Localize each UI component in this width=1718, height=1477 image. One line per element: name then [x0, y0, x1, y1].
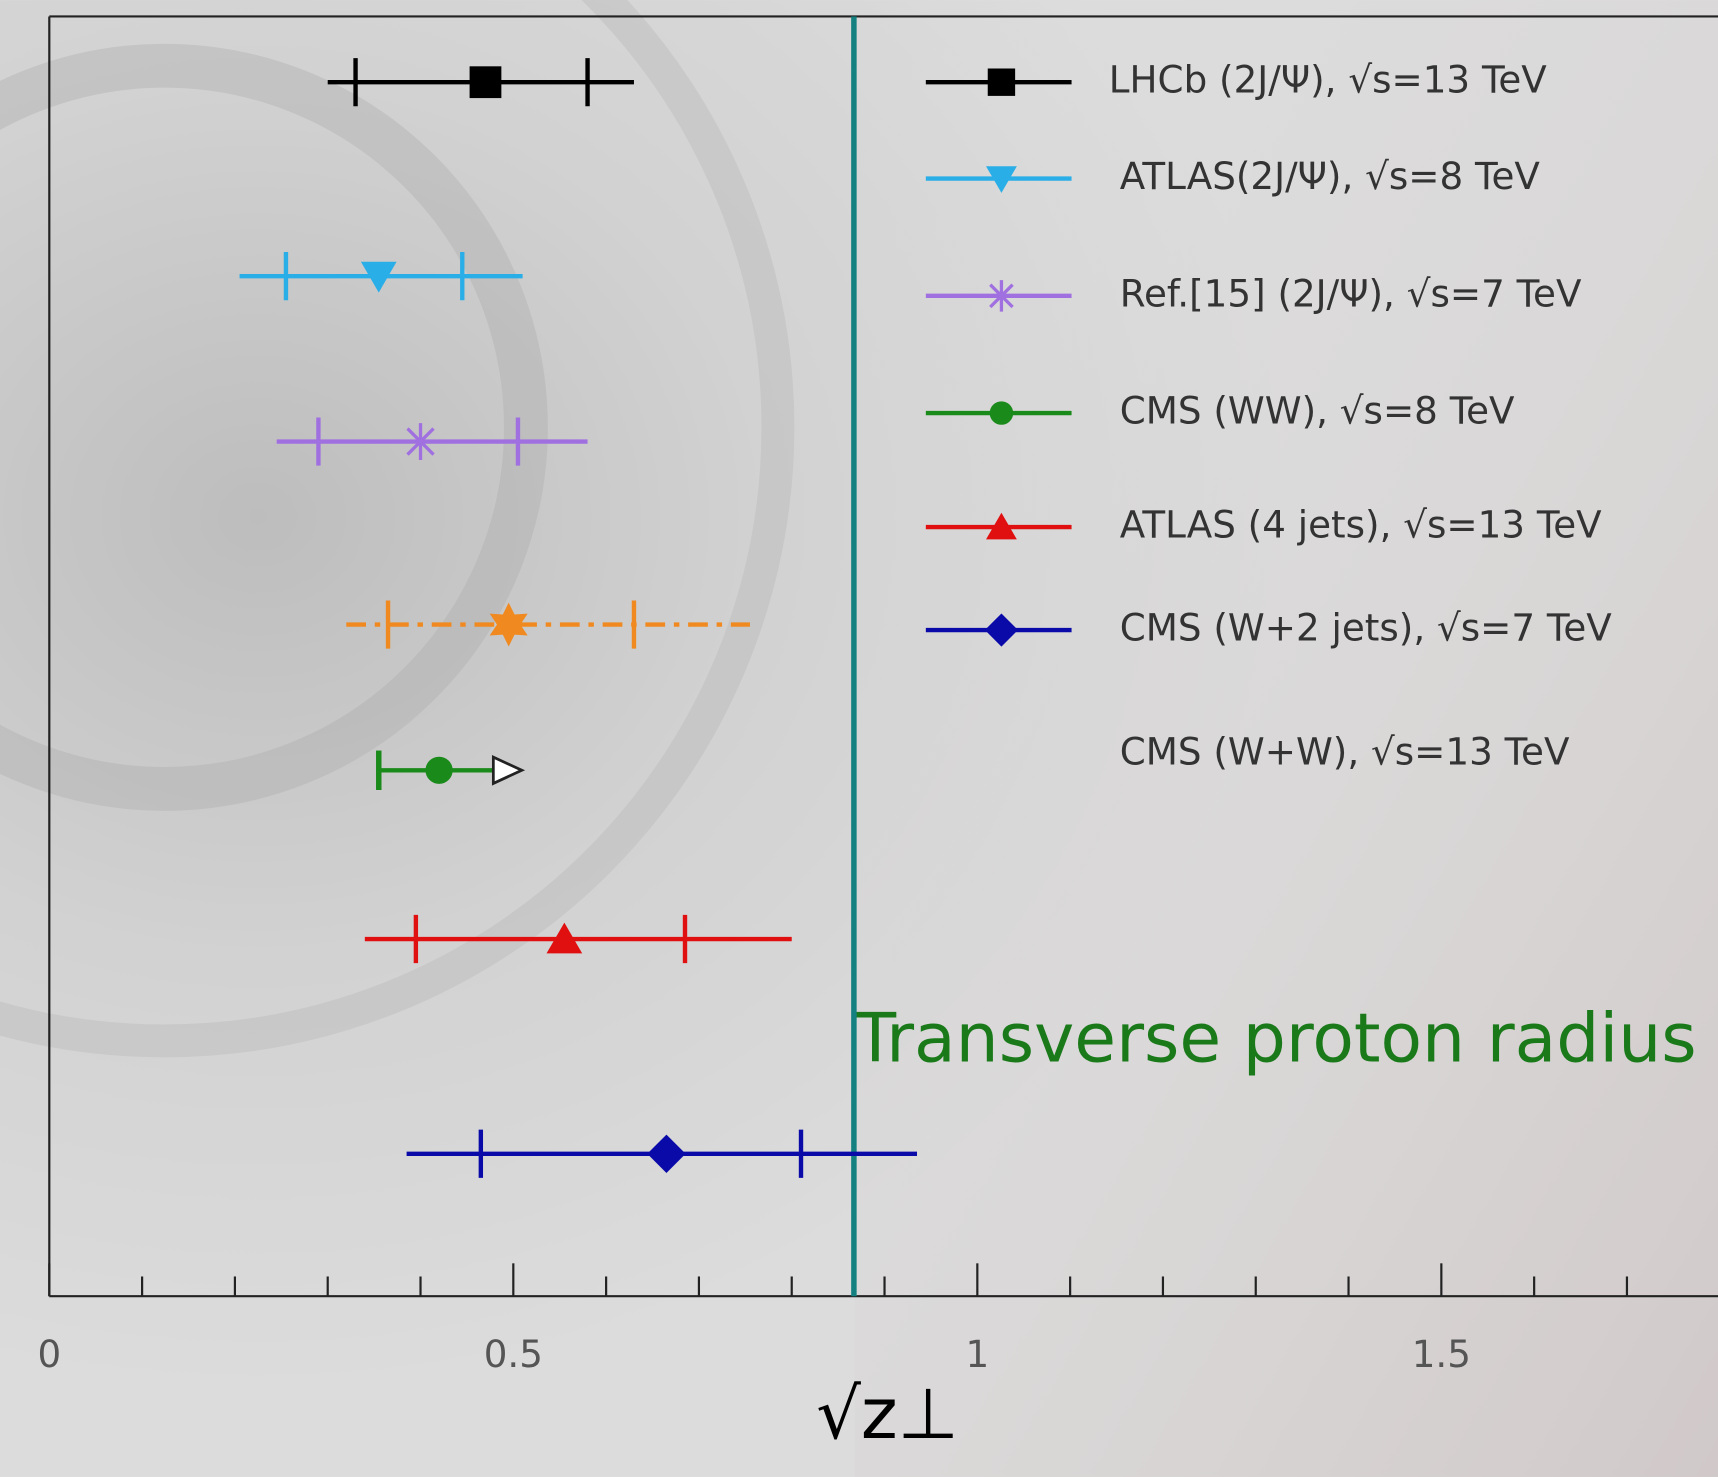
marker [647, 1134, 686, 1173]
x-tick-label: 1 [965, 1332, 989, 1376]
legend-label: Ref.[15] (2J/Ψ), √s=7 TeV [1120, 271, 1582, 315]
legend-marker [986, 512, 1017, 540]
marker [469, 66, 502, 99]
legend-marker [986, 166, 1017, 193]
background-ring [0, 0, 795, 1058]
x-tick-label: 0 [37, 1332, 61, 1376]
legend-marker [989, 401, 1014, 425]
legend-label: LHCb (2J/Ψ), √s=13 TeV [1109, 58, 1547, 102]
marker [402, 423, 439, 460]
background-ring [0, 43, 548, 811]
marker [425, 756, 453, 784]
legend-label: CMS (WW), √s=8 TeV [1120, 389, 1515, 433]
marker [489, 602, 528, 647]
legend-marker [985, 280, 1018, 312]
legend-marker [984, 613, 1018, 647]
x-axis-label: √z⊥ [816, 1373, 959, 1455]
legend-label: ATLAS (4 jets), √s=13 TeV [1120, 503, 1602, 547]
limit-arrow [491, 754, 526, 786]
background-shade [854, 0, 1718, 1477]
marker [546, 922, 583, 954]
reference-label: Transverse proton radius [854, 1000, 1697, 1079]
legend-label: CMS (W+2 jets), √s=7 TeV [1120, 606, 1612, 650]
legend-label: CMS (W+W), √s=13 TeV [1120, 729, 1570, 773]
x-tick-label: 1.5 [1412, 1332, 1471, 1376]
legend-label: ATLAS(2J/Ψ), √s=8 TeV [1120, 154, 1541, 198]
legend-marker [987, 68, 1016, 96]
x-tick-label: 0.5 [484, 1332, 543, 1376]
marker [360, 261, 397, 293]
